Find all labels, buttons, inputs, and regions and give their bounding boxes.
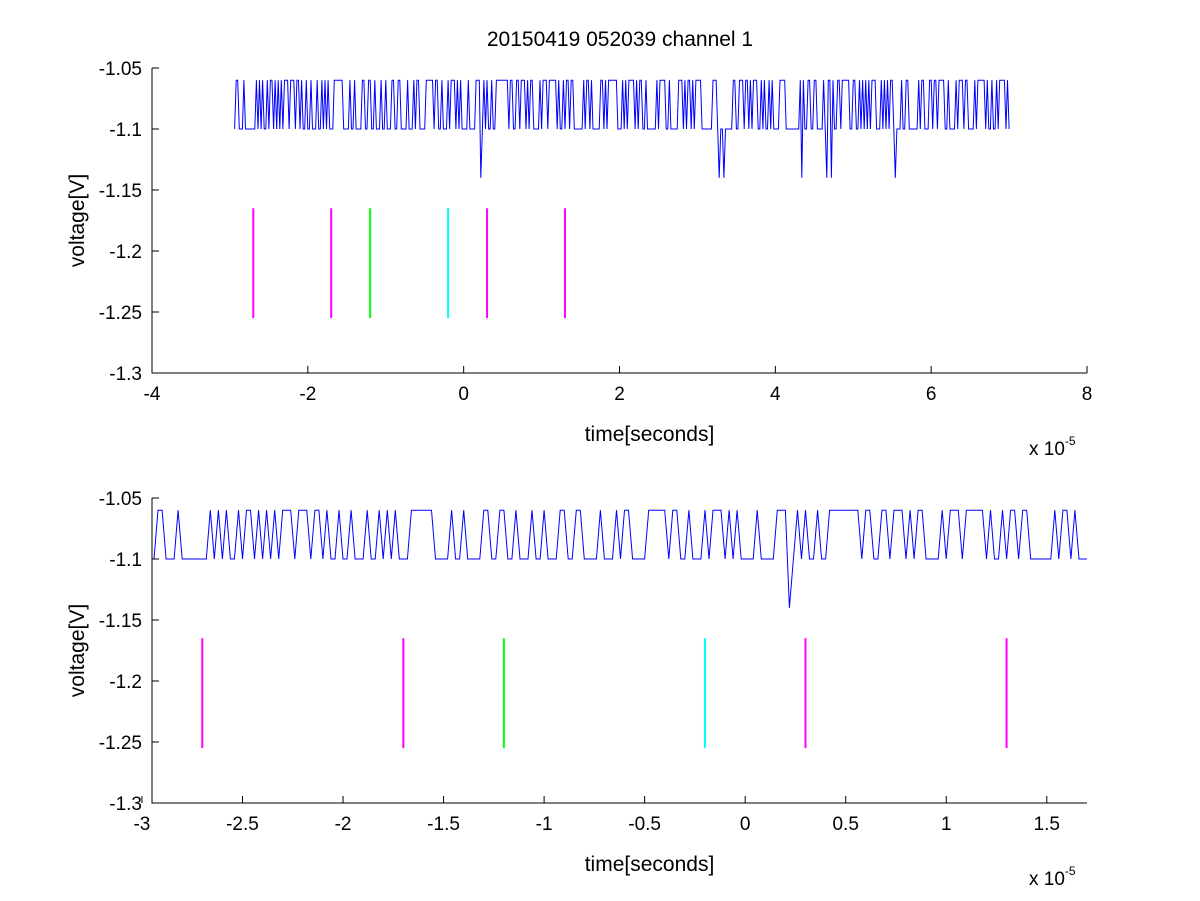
y-tick-label: -1.3	[109, 364, 142, 385]
top-x-multiplier: x 10-5	[1029, 434, 1076, 460]
bottom-ticks: -3 -2.5 -2 -1.5 -1 -0.5 0 0.5 1 1.5 -1.3 -1.25 -1.2 -…	[99, 489, 1087, 835]
bottom-x-multiplier: x 10-5	[1029, 864, 1076, 890]
chart-title: 20150419 052039 channel 1	[487, 28, 753, 51]
x-tick-label: -4	[144, 384, 161, 405]
y-tick-label: -1.2	[109, 672, 142, 693]
bottom-x-axis-label: time[seconds]	[585, 853, 715, 876]
x-tick-label: 4	[770, 384, 781, 405]
x-tick-label: -1.5	[427, 814, 460, 835]
x-tick-label: -2	[299, 384, 316, 405]
x-tick-label: 1	[941, 814, 952, 835]
bottom-y-axis-label: voltage[V]	[66, 604, 89, 697]
y-tick-label: -1.05	[99, 59, 142, 80]
y-tick-label: -1.25	[99, 303, 142, 324]
top-axes: -4 -2 0 2 4 6 8 -1.3 -1.25 -1.2 -1.15 -1.1 -1.05 tim…	[66, 59, 1092, 460]
y-tick-label: -1.1	[109, 120, 142, 141]
signal-trace	[153, 509, 1087, 608]
top-ticks: -4 -2 0 2 4 6 8 -1.3 -1.25 -1.2 -1.15 -1.1 -1.05	[99, 59, 1093, 405]
x-tick-label: 2	[614, 384, 625, 405]
y-tick-label: -1.15	[99, 181, 142, 202]
y-tick-label: -1.15	[99, 611, 142, 632]
y-tick-label: -1.2	[109, 242, 142, 263]
bottom-axes: -3 -2.5 -2 -1.5 -1 -0.5 0 0.5 1 1.5 -1.3 -1.25 -1.2 -…	[66, 489, 1087, 890]
x-tick-label: 0.5	[832, 814, 858, 835]
x-tick-label: -0.5	[628, 814, 661, 835]
top-x-axis-label: time[seconds]	[585, 423, 715, 446]
x-tick-label: -2.5	[226, 814, 259, 835]
y-tick-label: -1.05	[99, 489, 142, 510]
y-tick-label: -1.1	[109, 550, 142, 571]
top-y-axis-label: voltage[V]	[66, 174, 89, 267]
x-tick-label: 0	[458, 384, 469, 405]
y-tick-label: -1.3	[109, 794, 142, 815]
y-tick-label: -1.25	[99, 733, 142, 754]
x-tick-label: -3	[133, 814, 150, 835]
bottom-plot-area	[153, 509, 1087, 749]
x-tick-label: 0	[740, 814, 751, 835]
signal-trace	[234, 79, 1010, 178]
x-tick-label: 6	[926, 384, 937, 405]
x-tick-label: 1.5	[1034, 814, 1060, 835]
axis-frame	[151, 68, 1087, 374]
x-tick-label: -2	[335, 814, 352, 835]
x-tick-label: 8	[1082, 384, 1093, 405]
x-tick-label: -1	[536, 814, 553, 835]
top-plot-area	[234, 79, 1010, 319]
